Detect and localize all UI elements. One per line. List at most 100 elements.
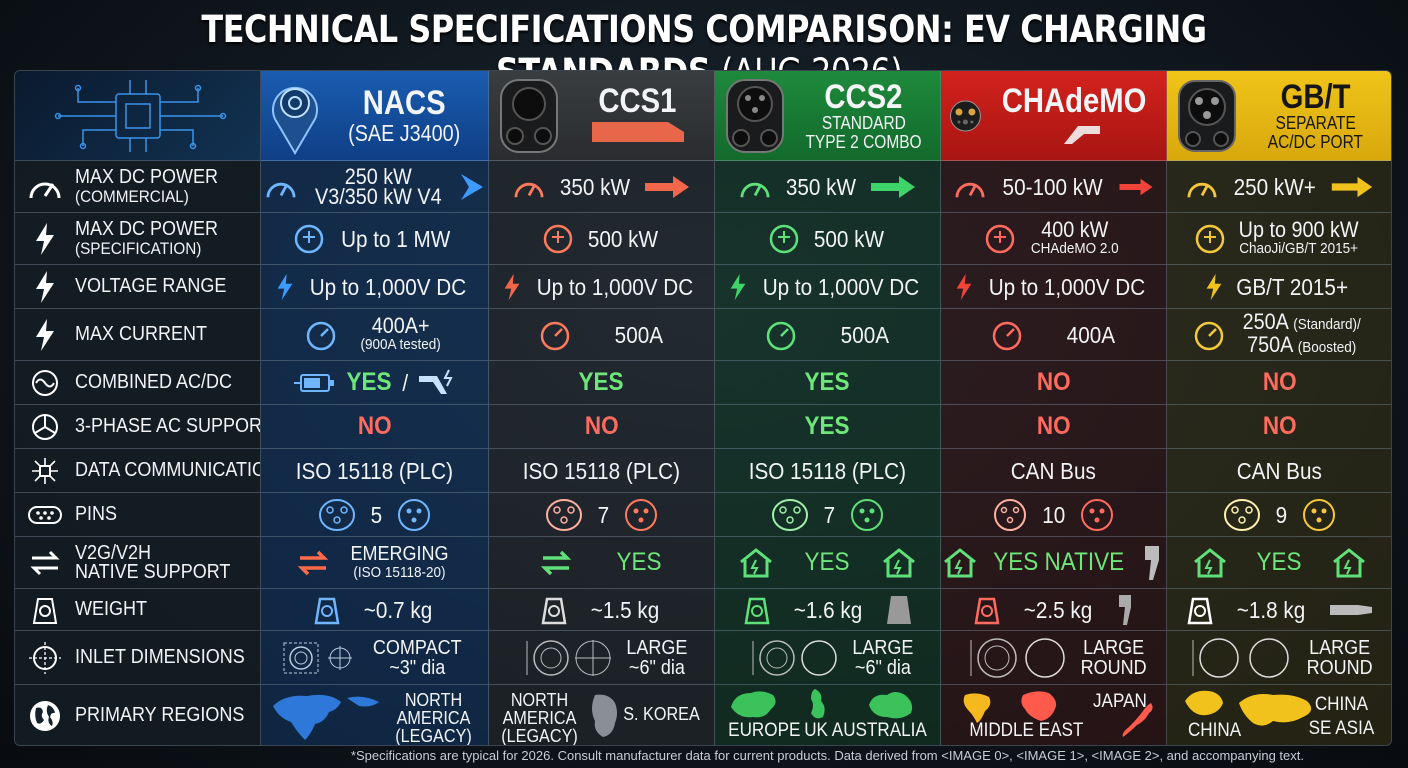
label-line-1: PRIMARY REGIONS	[75, 704, 245, 726]
chademo-current: 400A	[941, 309, 1167, 361]
label-line-2: (SPECIFICATION)	[75, 238, 202, 258]
label-line-1: 3-PHASE AC SUPPORT	[75, 415, 261, 437]
plug-silhouette-icon	[886, 595, 911, 624]
gbt-voltage: GB/T 2015+	[1167, 265, 1391, 309]
gbt-subtitle-1: SEPARATE	[1275, 112, 1356, 133]
lightning-icon	[1206, 273, 1222, 300]
house-charging-icon	[943, 547, 976, 577]
value: 350 kW	[785, 173, 856, 200]
chademo-cable-icon	[1039, 125, 1100, 144]
value: 500A	[614, 321, 663, 348]
value-line-2: ROUND	[1306, 656, 1373, 679]
ccs1-weight: ~1.5 kg	[489, 589, 715, 631]
region-line-1: NORTH	[404, 690, 463, 710]
page-title: TECHNICAL SPECIFICATIONS COMPARISON: EV …	[99, 8, 1310, 94]
label-line-1: MAX DC POWER	[75, 217, 219, 240]
gauge-icon	[1194, 321, 1224, 350]
value: 9	[1275, 501, 1288, 528]
label-line-1: PINS	[75, 503, 118, 525]
chademo-v2g: YES NATIVE	[941, 537, 1167, 589]
lightning-icon	[277, 273, 292, 300]
value: 400A	[1066, 321, 1115, 348]
value-line-1: Up to 900 kW	[1238, 217, 1359, 242]
nacs-data-comm: ISO 15118 (PLC)	[261, 449, 489, 493]
connector-face-icon	[624, 498, 657, 531]
value-line-1: LARGE	[625, 636, 688, 659]
region-korea: S. KOREA	[623, 704, 700, 724]
gbt-three-phase: NO	[1167, 405, 1391, 449]
japan-map-icon	[1122, 703, 1153, 737]
chademo-data-comm: CAN Bus	[941, 449, 1167, 493]
label-line-1: V2G/V2H	[75, 541, 152, 564]
label-line-1: COMBINED AC/DC	[75, 371, 233, 393]
chademo-pins: 10	[941, 493, 1167, 537]
china-map-icon	[1185, 690, 1223, 716]
speedometer-icon	[266, 182, 296, 197]
ccs1-data-comm: ISO 15118 (PLC)	[489, 449, 715, 493]
yes-value: YES	[1256, 548, 1303, 576]
value-line-2: ROUND	[1080, 656, 1147, 679]
ccs2-subtitle-2: TYPE 2 COMBO	[805, 131, 922, 152]
gbt-data-comm: CAN Bus	[1167, 449, 1391, 493]
ccs2-plug-icon	[726, 78, 784, 153]
gbt-current: 250A (Standard)/ 750A (Boosted)	[1167, 309, 1391, 361]
value: 350 kW	[559, 173, 630, 200]
chademo-inlet: LARGE ROUND	[941, 631, 1167, 685]
label-line-1: MAX DC POWER	[75, 165, 219, 188]
no-value: NO	[1036, 412, 1071, 440]
header-nacs: NACS (SAE J3400)	[261, 71, 489, 161]
inlet-diagram-icon	[526, 639, 611, 676]
value: CAN Bus	[1236, 457, 1323, 484]
no-value: NO	[1262, 412, 1297, 440]
value-line-1: 250A	[1242, 309, 1288, 334]
value: 7	[823, 501, 836, 528]
value-line-1: 250 kW	[344, 163, 413, 189]
nacs-max-dc-spec: Up to 1 MW	[261, 213, 489, 265]
connector-face-icon	[546, 498, 583, 531]
charging-plug-icon	[1145, 545, 1160, 580]
value: ISO 15118 (PLC)	[522, 457, 681, 484]
ccs1-title: CCS1	[598, 81, 677, 120]
lightning-icon	[36, 270, 54, 303]
test-meter-icon	[1195, 224, 1225, 253]
connector-face-icon	[319, 498, 356, 531]
charging-plug-icon	[418, 369, 453, 394]
value-line-2: ~6" dia	[854, 656, 911, 679]
ccs2-v2g: YES	[715, 537, 941, 589]
nacs-subtitle: (SAE J3400)	[348, 119, 461, 146]
value: 10	[1041, 501, 1066, 528]
scale-icon	[314, 597, 340, 624]
ccs1-cable-icon	[591, 121, 684, 142]
combined-icon	[32, 369, 58, 396]
no-value: NO	[1036, 368, 1071, 396]
plug-silhouette-icon	[1329, 604, 1372, 615]
ccs1-max-dc-spec: 500 kW	[489, 213, 715, 265]
connector-face-icon	[993, 498, 1026, 531]
value-line-2-note: (Boosted)	[1297, 338, 1357, 356]
region-china: CHINA	[1187, 720, 1242, 741]
value-line-2: ~6" dia	[628, 656, 685, 679]
row-label-inlet: INLET DIMENSIONS	[15, 631, 261, 685]
arrow-right-icon	[871, 175, 916, 198]
scale-icon	[744, 597, 770, 624]
yes-value: YES	[804, 548, 851, 576]
row-label-weight: WEIGHT	[15, 589, 261, 631]
header-ccs2: CCS2 STANDARD TYPE 2 COMBO	[715, 71, 941, 161]
speedometer-icon	[955, 182, 985, 197]
header-chademo: CHAdeMO	[941, 71, 1167, 161]
value: 500A	[840, 321, 889, 348]
nacs-title: NACS	[363, 83, 446, 122]
value: ~0.7 kg	[364, 596, 433, 623]
slash: /	[402, 369, 409, 396]
chademo-combined: NO	[941, 361, 1167, 405]
pins-icon	[28, 505, 62, 524]
value-line-1: 400A+	[371, 313, 430, 338]
nacs-inlet: COMPACT ~3" dia	[261, 631, 489, 685]
nacs-three-phase: NO	[261, 405, 489, 449]
chademo-title: CHAdeMO	[1001, 81, 1147, 120]
gauge-icon	[306, 321, 336, 350]
connector-face-icon	[1224, 498, 1261, 531]
label-line-1: INLET DIMENSIONS	[75, 646, 245, 668]
ccs2-subtitle-1: STANDARD	[821, 112, 906, 133]
gbt-weight: ~1.8 kg	[1167, 589, 1391, 631]
